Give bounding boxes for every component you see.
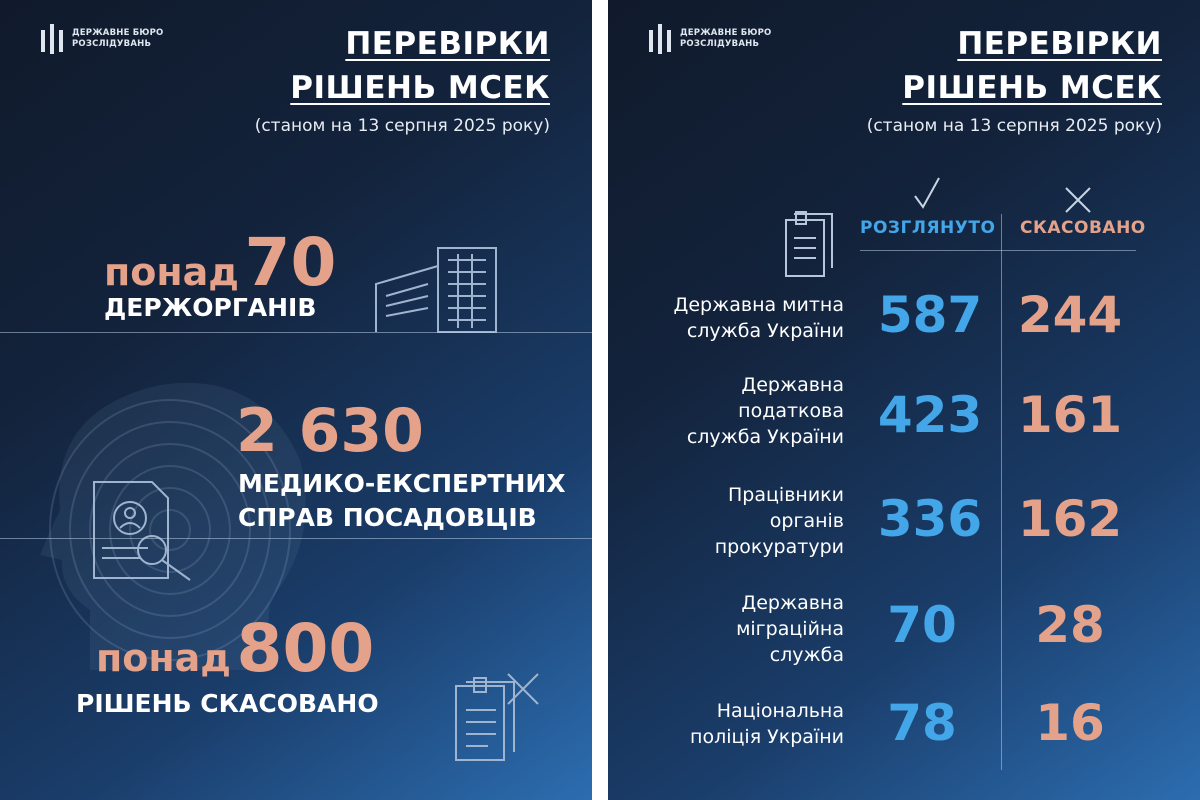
document-cancel-icon — [455, 673, 539, 761]
divider-2 — [0, 538, 592, 539]
title-right-line1: ПЕРЕВІРКИ — [957, 26, 1162, 62]
row-value-prosecutors-cancelled: 162 — [1017, 490, 1123, 548]
title-right-line2: РІШЕНЬ МСЕК — [902, 70, 1162, 106]
title-line2: РІШЕНЬ МСЕК — [290, 70, 550, 106]
left-infographic-panel: ДЕРЖАВНЕ БЮРО РОЗСЛІДУВАНЬ ПЕРЕВІРКИ РІШ… — [0, 0, 592, 800]
brand-name-right-line1: ДЕРЖАВНЕ БЮРО — [680, 28, 772, 38]
row-label-prosecutors: Працівники органів прокуратури — [715, 482, 844, 560]
stat-agencies-number: 70 — [244, 224, 337, 301]
row-value-prosecutors-reviewed: 336 — [877, 490, 983, 548]
header-divider — [860, 250, 1136, 251]
stat-cases-caption-line1: МЕДИКО-ЕКСПЕРТНИХ — [238, 469, 566, 498]
row-label-police: Національна поліція України — [690, 698, 844, 750]
brand-name-line1: ДЕРЖАВНЕ БЮРО — [72, 28, 164, 38]
stat-decisions-prefix: понад — [96, 636, 231, 680]
row-value-migration-reviewed: 70 — [887, 596, 957, 654]
logo-icon — [41, 24, 63, 54]
row-label-customs-line1: Державна митна — [673, 294, 844, 316]
brand-logo-right: ДЕРЖАВНЕ БЮРО РОЗСЛІДУВАНЬ — [648, 22, 771, 56]
row-label-prosecutors-line3: прокуратури — [714, 536, 844, 558]
brand-name-line2: РОЗСЛІДУВАНЬ — [72, 39, 152, 49]
stat-agencies-value: понад 70 — [104, 224, 336, 301]
brand-name-right: ДЕРЖАВНЕ БЮРО РОЗСЛІДУВАНЬ — [680, 28, 771, 50]
cross-icon — [1065, 187, 1091, 213]
title-subtitle: (станом на 13 серпня 2025 року) — [254, 116, 550, 136]
page-title: ПЕРЕВІРКИ РІШЕНЬ МСЕК (станом на 13 серп… — [255, 22, 550, 136]
row-label-prosecutors-line2: органів — [769, 510, 844, 532]
row-label-tax-line1: Державна — [741, 374, 844, 396]
row-label-tax-line2: податкова — [738, 400, 844, 422]
row-label-migration: Державна міграційна служба — [736, 590, 844, 668]
checkmark-icon — [914, 177, 940, 209]
row-value-police-reviewed: 78 — [887, 694, 957, 752]
row-label-police-line1: Національна — [716, 700, 844, 722]
brand-logo: ДЕРЖАВНЕ БЮРО РОЗСЛІДУВАНЬ — [40, 22, 163, 56]
row-label-prosecutors-line1: Працівники — [728, 484, 844, 506]
row-value-migration-cancelled: 28 — [1035, 596, 1105, 654]
stat-decisions-caption: РІШЕНЬ СКАСОВАНО — [76, 689, 379, 718]
column-header-cancelled: СКАСОВАНО — [1020, 218, 1146, 238]
building-icon — [375, 247, 497, 333]
row-label-migration-line1: Державна — [741, 592, 844, 614]
title-line1: ПЕРЕВІРКИ — [345, 26, 550, 62]
row-label-tax: Державна податкова служба України — [687, 372, 844, 450]
stat-agencies-caption: ДЕРЖОРГАНІВ — [104, 293, 317, 322]
row-label-customs-line2: служба України — [686, 320, 844, 342]
row-label-customs: Державна митна служба України — [674, 292, 844, 344]
page-title-right: ПЕРЕВІРКИ РІШЕНЬ МСЕК (станом на 13 серп… — [867, 22, 1162, 136]
fingerprint-head-icon — [40, 382, 306, 670]
stat-cases-value: 2 630 — [236, 396, 424, 466]
row-value-customs-cancelled: 244 — [1017, 286, 1123, 344]
row-value-customs-reviewed: 587 — [877, 286, 983, 344]
row-label-police-line2: поліція України — [690, 726, 844, 748]
row-value-tax-cancelled: 161 — [1017, 386, 1123, 444]
stat-decisions-value: понад 800 — [96, 610, 374, 687]
row-label-tax-line3: служба України — [686, 426, 844, 448]
logo-icon — [649, 24, 671, 54]
brand-name: ДЕРЖАВНЕ БЮРО РОЗСЛІДУВАНЬ — [72, 28, 163, 50]
right-infographic-panel: ДЕРЖАВНЕ БЮРО РОЗСЛІДУВАНЬ ПЕРЕВІРКИ РІШ… — [608, 0, 1200, 800]
stat-decisions-number: 800 — [236, 610, 375, 687]
column-divider — [1001, 214, 1002, 770]
row-value-tax-reviewed: 423 — [877, 386, 983, 444]
document-search-icon — [93, 481, 191, 581]
title-right-subtitle: (станом на 13 серпня 2025 року) — [866, 116, 1162, 136]
document-icon — [785, 211, 833, 277]
row-value-police-cancelled: 16 — [1035, 694, 1105, 752]
column-header-reviewed: РОЗГЛЯНУТО — [860, 218, 996, 238]
divider-1 — [0, 332, 592, 333]
stat-agencies-prefix: понад — [104, 250, 239, 294]
stat-cases-caption-line2: СПРАВ ПОСАДОВЦІВ — [238, 503, 537, 532]
row-label-migration-line2: міграційна — [736, 618, 844, 640]
row-label-migration-line3: служба — [769, 644, 844, 666]
brand-name-right-line2: РОЗСЛІДУВАНЬ — [680, 39, 760, 49]
